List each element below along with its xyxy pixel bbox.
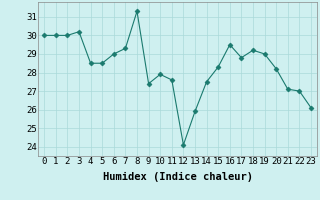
X-axis label: Humidex (Indice chaleur): Humidex (Indice chaleur) [103, 172, 252, 182]
